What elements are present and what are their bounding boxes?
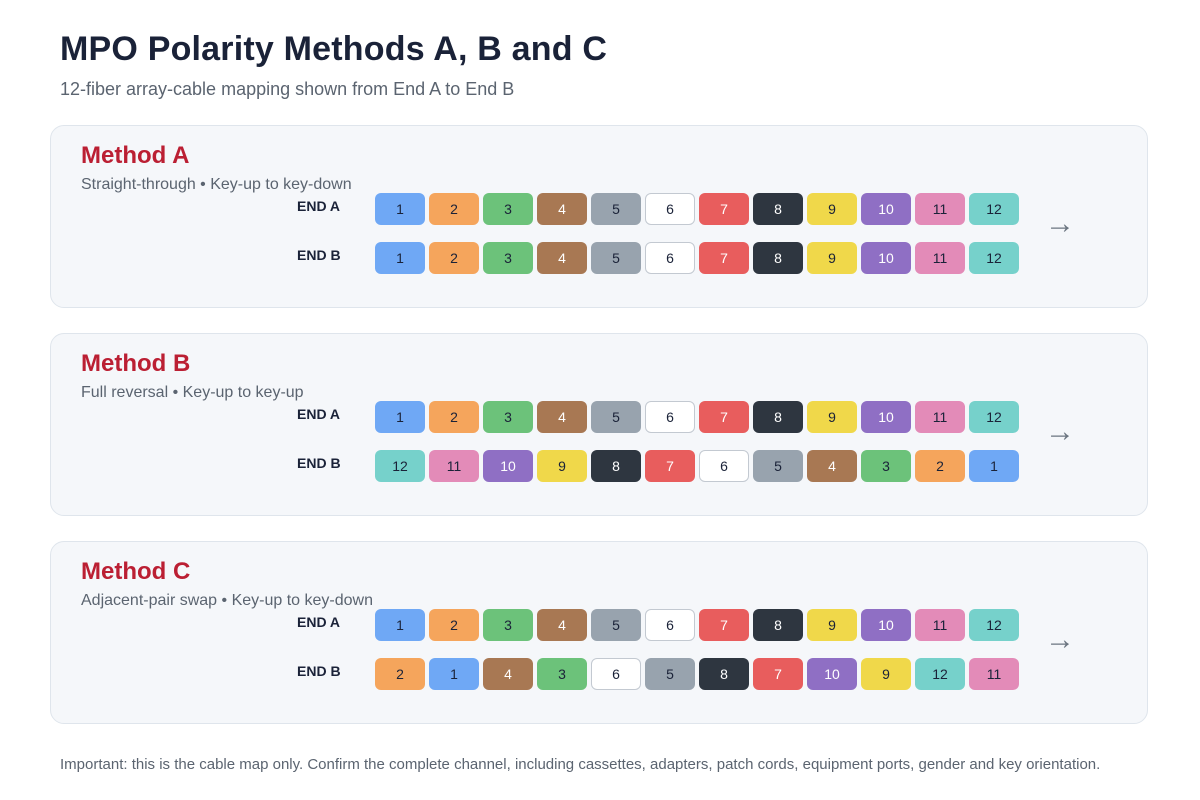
- fiber-7: 7: [699, 242, 749, 274]
- fiber-7: 7: [699, 193, 749, 225]
- fiber-5: 5: [591, 193, 641, 225]
- method-card: Method B Full reversal • Key-up to key-up…: [50, 333, 1148, 516]
- method-title: Method A: [81, 142, 190, 169]
- end-a-fiber-row: 1 2 3 4 5 6 7 8 9 10 11 12: [375, 193, 1019, 225]
- fiber-6: 6: [645, 193, 695, 225]
- fiber-10: 10: [861, 193, 911, 225]
- end-b-fiber-row: 1 2 3 4 5 6 7 8 9 10 11 12: [375, 242, 1019, 274]
- fiber-12: 12: [969, 609, 1019, 641]
- method-description: Adjacent-pair swap • Key-up to key-down: [81, 592, 373, 609]
- fiber-12: 12: [915, 658, 965, 690]
- end-a-label: END A: [297, 198, 341, 214]
- fiber-2: 2: [915, 450, 965, 482]
- end-a-fiber-row: 1 2 3 4 5 6 7 8 9 10 11 12: [375, 609, 1019, 641]
- page-title: MPO Polarity Methods A, B and C: [60, 30, 608, 68]
- fiber-4: 4: [537, 609, 587, 641]
- fiber-11: 11: [915, 242, 965, 274]
- fiber-10: 10: [807, 658, 857, 690]
- fiber-2: 2: [429, 193, 479, 225]
- fiber-5: 5: [591, 609, 641, 641]
- fiber-5: 5: [753, 450, 803, 482]
- fiber-5: 5: [591, 242, 641, 274]
- fiber-3: 3: [861, 450, 911, 482]
- fiber-7: 7: [753, 658, 803, 690]
- fiber-1: 1: [969, 450, 1019, 482]
- fiber-12: 12: [969, 193, 1019, 225]
- fiber-11: 11: [915, 193, 965, 225]
- method-description: Straight-through • Key-up to key-down: [81, 176, 352, 193]
- fiber-6: 6: [645, 242, 695, 274]
- end-b-label: END B: [297, 455, 341, 471]
- arrow-right-icon: →: [1045, 415, 1075, 448]
- fiber-8: 8: [591, 450, 641, 482]
- fiber-3: 3: [483, 193, 533, 225]
- fiber-8: 8: [753, 609, 803, 641]
- fiber-8: 8: [753, 242, 803, 274]
- end-a-label: END A: [297, 614, 341, 630]
- fiber-6: 6: [645, 609, 695, 641]
- fiber-10: 10: [861, 242, 911, 274]
- end-b-label: END B: [297, 247, 341, 263]
- fiber-7: 7: [699, 609, 749, 641]
- fiber-10: 10: [861, 401, 911, 433]
- end-b-label: END B: [297, 663, 341, 679]
- fiber-9: 9: [807, 609, 857, 641]
- fiber-2: 2: [375, 658, 425, 690]
- fiber-3: 3: [483, 401, 533, 433]
- fiber-10: 10: [483, 450, 533, 482]
- fiber-12: 12: [375, 450, 425, 482]
- fiber-9: 9: [537, 450, 587, 482]
- fiber-9: 9: [807, 401, 857, 433]
- fiber-3: 3: [483, 609, 533, 641]
- fiber-8: 8: [753, 401, 803, 433]
- fiber-2: 2: [429, 401, 479, 433]
- end-a-label: END A: [297, 406, 341, 422]
- fiber-6: 6: [645, 401, 695, 433]
- footnote: Important: this is the cable map only. C…: [60, 756, 1101, 773]
- fiber-9: 9: [807, 193, 857, 225]
- fiber-3: 3: [483, 242, 533, 274]
- page-subtitle: 12-fiber array-cable mapping shown from …: [60, 79, 515, 99]
- fiber-1: 1: [429, 658, 479, 690]
- fiber-4: 4: [483, 658, 533, 690]
- arrow-right-icon: →: [1045, 623, 1075, 656]
- fiber-11: 11: [915, 609, 965, 641]
- arrow-right-icon: →: [1045, 207, 1075, 240]
- fiber-11: 11: [429, 450, 479, 482]
- fiber-10: 10: [861, 609, 911, 641]
- fiber-6: 6: [699, 450, 749, 482]
- fiber-4: 4: [537, 193, 587, 225]
- fiber-4: 4: [537, 401, 587, 433]
- fiber-12: 12: [969, 401, 1019, 433]
- method-description: Full reversal • Key-up to key-up: [81, 384, 304, 401]
- fiber-9: 9: [807, 242, 857, 274]
- method-title: Method C: [81, 558, 191, 585]
- method-title: Method B: [81, 350, 191, 377]
- fiber-6: 6: [591, 658, 641, 690]
- fiber-4: 4: [807, 450, 857, 482]
- fiber-5: 5: [591, 401, 641, 433]
- fiber-1: 1: [375, 242, 425, 274]
- fiber-5: 5: [645, 658, 695, 690]
- fiber-1: 1: [375, 609, 425, 641]
- method-card: Method A Straight-through • Key-up to key…: [50, 125, 1148, 308]
- fiber-8: 8: [699, 658, 749, 690]
- fiber-1: 1: [375, 401, 425, 433]
- fiber-3: 3: [537, 658, 587, 690]
- method-card: Method C Adjacent-pair swap • Key-up to k…: [50, 541, 1148, 724]
- fiber-2: 2: [429, 609, 479, 641]
- fiber-7: 7: [699, 401, 749, 433]
- fiber-7: 7: [645, 450, 695, 482]
- fiber-2: 2: [429, 242, 479, 274]
- fiber-8: 8: [753, 193, 803, 225]
- fiber-12: 12: [969, 242, 1019, 274]
- fiber-4: 4: [537, 242, 587, 274]
- fiber-1: 1: [375, 193, 425, 225]
- fiber-11: 11: [915, 401, 965, 433]
- fiber-9: 9: [861, 658, 911, 690]
- end-b-fiber-row: 12 11 10 9 8 7 6 5 4 3 2 1: [375, 450, 1019, 482]
- fiber-11: 11: [969, 658, 1019, 690]
- end-b-fiber-row: 2 1 4 3 6 5 8 7 10 9 12 11: [375, 658, 1019, 690]
- end-a-fiber-row: 1 2 3 4 5 6 7 8 9 10 11 12: [375, 401, 1019, 433]
